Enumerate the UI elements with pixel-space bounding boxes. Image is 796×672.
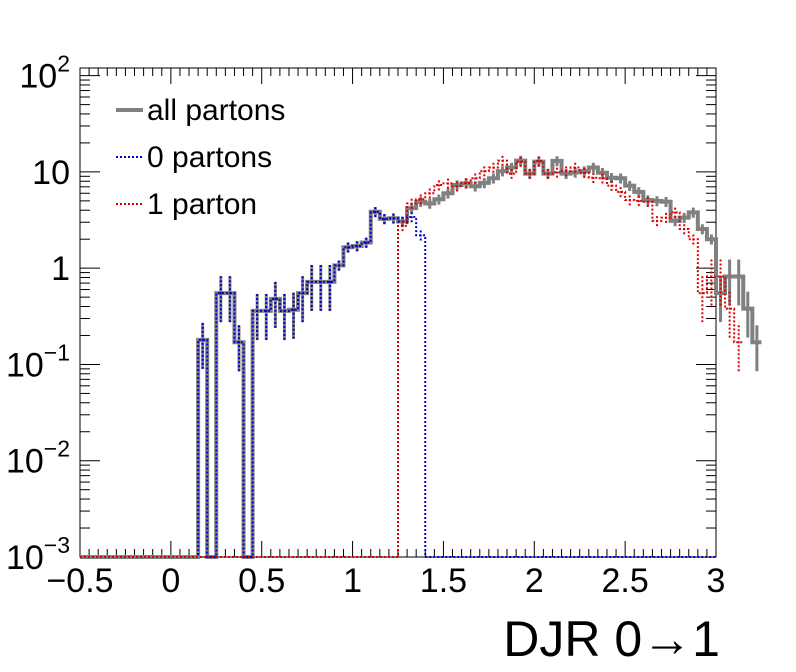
legend: all partons 0 partons 1 parton bbox=[116, 94, 285, 221]
series-1-parton-line bbox=[80, 159, 744, 558]
x-tick-label: 0 bbox=[161, 562, 180, 600]
axis-ticks bbox=[79, 68, 717, 558]
x-axis-label: DJR 0→1 bbox=[503, 611, 720, 667]
y-tick-labels: 10−3 10−2 10−1 1 10 102 bbox=[6, 51, 70, 577]
series-all-partons-line bbox=[80, 158, 762, 559]
legend-label: 1 parton bbox=[147, 188, 257, 221]
legend-label: 0 partons bbox=[147, 141, 272, 174]
y-tick-label: 10−3 bbox=[6, 532, 70, 577]
x-tick-label: 2 bbox=[525, 562, 544, 600]
x-tick-label: 1 bbox=[343, 562, 362, 600]
legend-label: all partons bbox=[147, 94, 285, 127]
y-tick-label: 102 bbox=[19, 51, 70, 96]
x-tick-label: 1.5 bbox=[420, 562, 467, 600]
y-tick-label: 10−2 bbox=[6, 436, 70, 481]
x-tick-label: 3 bbox=[707, 562, 726, 600]
x-tick-label: −0.5 bbox=[46, 562, 113, 600]
y-tick-label: 10−1 bbox=[6, 339, 70, 384]
x-tick-labels: −0.5 0 0.5 1 1.5 2 2.5 3 bbox=[46, 562, 725, 600]
x-tick-label: 0.5 bbox=[238, 562, 285, 600]
y-tick-label: 1 bbox=[51, 250, 70, 288]
y-tick-label: 10 bbox=[32, 154, 70, 192]
x-tick-label: 2.5 bbox=[602, 562, 649, 600]
data-series bbox=[80, 155, 762, 559]
